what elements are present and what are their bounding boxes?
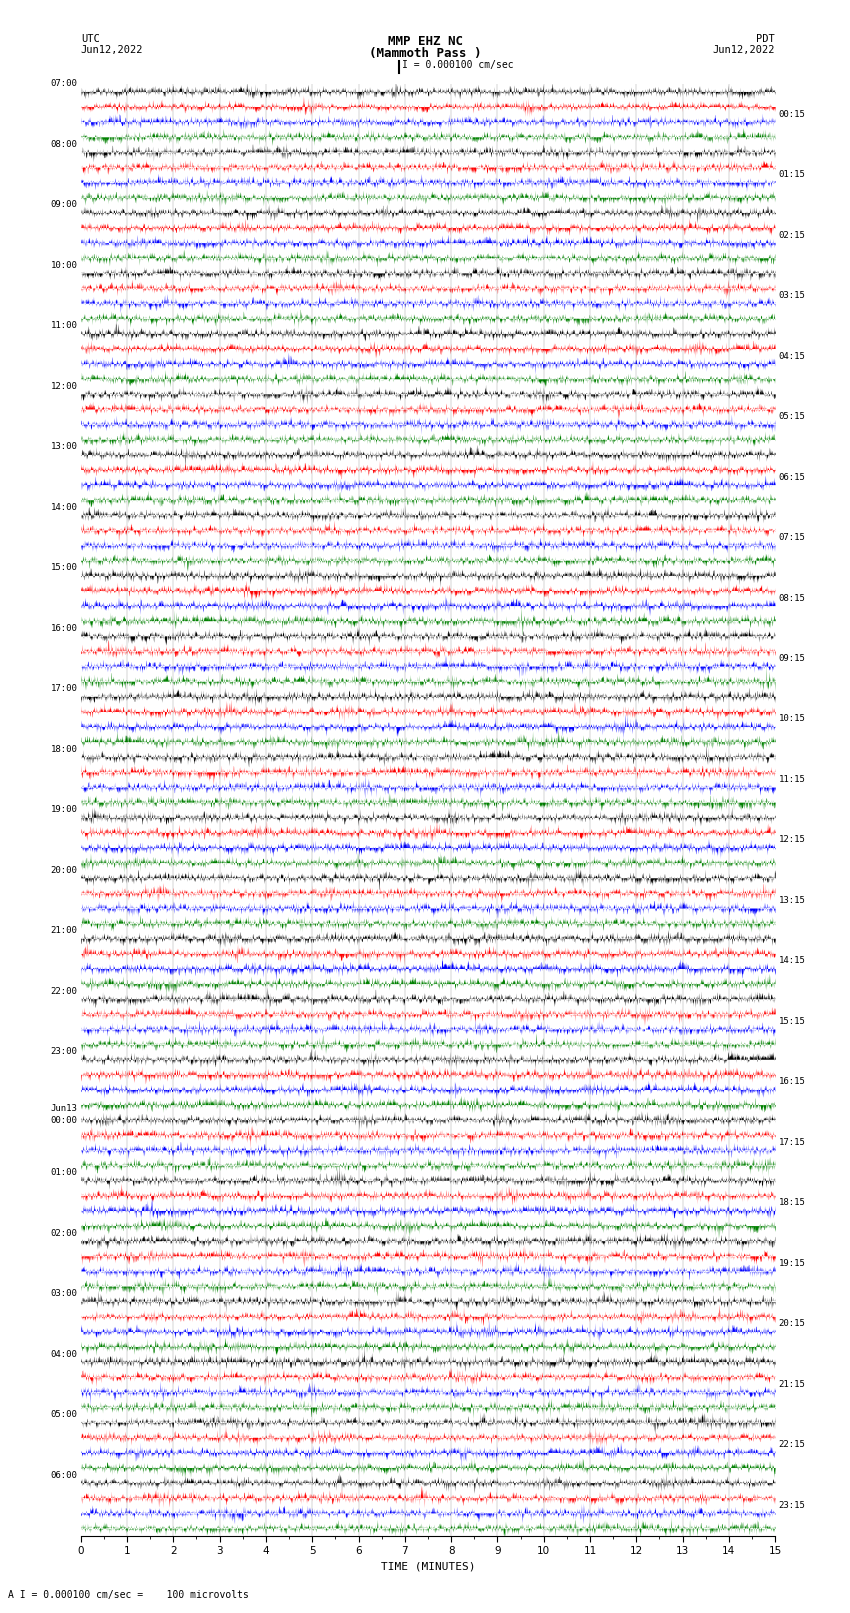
- X-axis label: TIME (MINUTES): TIME (MINUTES): [381, 1561, 475, 1571]
- Text: MMP EHZ NC: MMP EHZ NC: [388, 35, 462, 48]
- Text: 07:00: 07:00: [50, 79, 77, 89]
- Text: 10:00: 10:00: [50, 261, 77, 269]
- Text: PDT: PDT: [756, 34, 775, 44]
- Text: 15:00: 15:00: [50, 563, 77, 573]
- Text: 09:00: 09:00: [50, 200, 77, 210]
- Text: 23:00: 23:00: [50, 1047, 77, 1057]
- Text: Jun12,2022: Jun12,2022: [81, 45, 144, 55]
- Text: I = 0.000100 cm/sec: I = 0.000100 cm/sec: [402, 60, 513, 69]
- Text: 22:00: 22:00: [50, 987, 77, 995]
- Text: 12:15: 12:15: [779, 836, 806, 845]
- Text: 12:00: 12:00: [50, 382, 77, 390]
- Text: 14:00: 14:00: [50, 503, 77, 511]
- Text: 05:00: 05:00: [50, 1410, 77, 1419]
- Text: 06:00: 06:00: [50, 1471, 77, 1479]
- Text: 02:00: 02:00: [50, 1229, 77, 1237]
- Text: 04:00: 04:00: [50, 1350, 77, 1358]
- Text: 17:15: 17:15: [779, 1137, 806, 1147]
- Text: 08:00: 08:00: [50, 140, 77, 148]
- Text: 16:15: 16:15: [779, 1077, 806, 1087]
- Text: 03:15: 03:15: [779, 290, 806, 300]
- Text: 20:15: 20:15: [779, 1319, 806, 1329]
- Text: 07:15: 07:15: [779, 532, 806, 542]
- Text: 01:00: 01:00: [50, 1168, 77, 1177]
- Text: UTC: UTC: [81, 34, 99, 44]
- Text: 10:15: 10:15: [779, 715, 806, 724]
- Text: A I = 0.000100 cm/sec =    100 microvolts: A I = 0.000100 cm/sec = 100 microvolts: [8, 1590, 249, 1600]
- Text: 19:00: 19:00: [50, 805, 77, 815]
- Text: 13:15: 13:15: [779, 895, 806, 905]
- Text: 00:00: 00:00: [50, 1116, 77, 1124]
- Text: 22:15: 22:15: [779, 1440, 806, 1450]
- Text: 11:15: 11:15: [779, 774, 806, 784]
- Text: 17:00: 17:00: [50, 684, 77, 694]
- Text: Jun12,2022: Jun12,2022: [712, 45, 775, 55]
- Text: 11:00: 11:00: [50, 321, 77, 331]
- Text: 13:00: 13:00: [50, 442, 77, 452]
- Text: 21:15: 21:15: [779, 1379, 806, 1389]
- Text: 00:15: 00:15: [779, 110, 806, 119]
- Text: 15:15: 15:15: [779, 1016, 806, 1026]
- Text: 09:15: 09:15: [779, 653, 806, 663]
- Text: 14:15: 14:15: [779, 957, 806, 966]
- Text: 01:15: 01:15: [779, 169, 806, 179]
- Text: 08:15: 08:15: [779, 594, 806, 603]
- Text: 06:15: 06:15: [779, 473, 806, 482]
- Text: Jun13: Jun13: [50, 1105, 77, 1113]
- Text: 19:15: 19:15: [779, 1258, 806, 1268]
- Text: 21:00: 21:00: [50, 926, 77, 936]
- Text: 16:00: 16:00: [50, 624, 77, 632]
- Text: 23:15: 23:15: [779, 1500, 806, 1510]
- Text: 18:15: 18:15: [779, 1198, 806, 1208]
- Text: 04:15: 04:15: [779, 352, 806, 361]
- Text: 05:15: 05:15: [779, 411, 806, 421]
- Text: 03:00: 03:00: [50, 1289, 77, 1298]
- Text: 18:00: 18:00: [50, 745, 77, 753]
- Text: (Mammoth Pass ): (Mammoth Pass ): [369, 47, 481, 60]
- Text: 02:15: 02:15: [779, 231, 806, 240]
- Text: 20:00: 20:00: [50, 866, 77, 874]
